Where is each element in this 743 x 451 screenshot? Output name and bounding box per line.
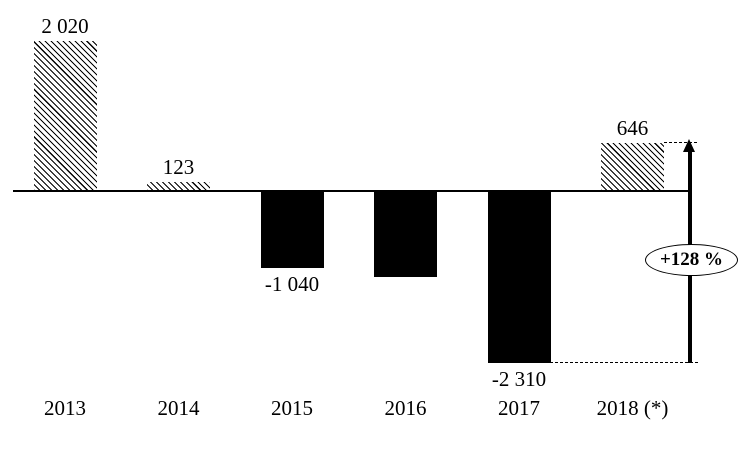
dashed-connector-top (664, 142, 697, 143)
value-label-2017: -2 310 (491, 366, 547, 391)
growth-annotation-label: +128 % (659, 249, 724, 270)
value-label-2014: 123 (162, 154, 195, 179)
value-label-2015: -1 040 (264, 272, 320, 297)
dashed-connector-bottom (550, 362, 698, 363)
x-tick-label-2016: 2016 (384, 396, 427, 420)
value-label-2018: 646 (616, 116, 649, 141)
value-label-2013: 2 020 (41, 14, 89, 38)
x-axis-line (13, 190, 690, 192)
x-tick-label-2018: 2018 (*) (596, 396, 669, 420)
growth-annotation-badge: +128 % (645, 244, 738, 276)
bar-2013 (33, 41, 97, 191)
x-tick-label-2017: 2017 (498, 396, 540, 420)
bar-2015 (260, 191, 324, 269)
x-tick-label-2015: 2015 (271, 396, 313, 420)
x-tick-label-2014: 2014 (157, 396, 200, 420)
arrow-up-icon (683, 139, 695, 152)
x-tick-label-2013: 2013 (44, 396, 86, 420)
bar-2018 (601, 143, 664, 191)
bar-2017 (487, 191, 551, 363)
bar-2014 (147, 181, 210, 191)
bar-2016 (374, 191, 437, 278)
